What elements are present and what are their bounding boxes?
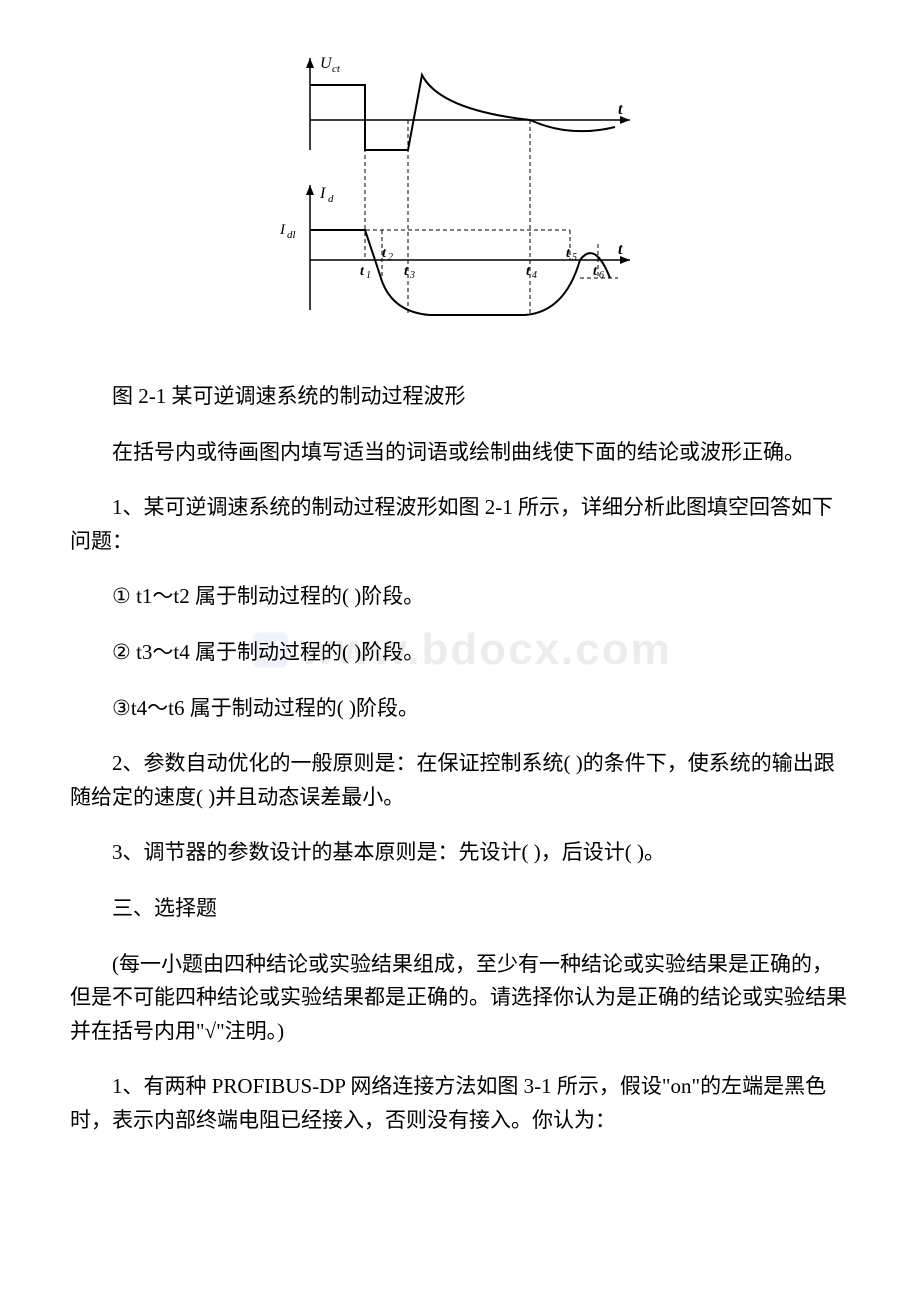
question-1-intro: 1、某可逆调速系统的制动过程波形如图 2-1 所示，详细分析此图填空回答如下问题… [70,491,850,558]
question-3: 3、调节器的参数设计的基本原则是：先设计( )，后设计( )。 [70,836,850,870]
svg-text:dl: dl [287,229,296,241]
svg-text:ct: ct [332,63,341,75]
svg-text:t: t [593,264,598,279]
svg-text:t: t [360,264,365,279]
svg-text:d: d [328,193,334,205]
svg-text:t: t [618,101,623,118]
intro-paragraph: 在括号内或待画图内填写适当的词语或绘制曲线使下面的结论或波形正确。 [70,436,850,470]
svg-text:t: t [382,246,387,261]
section-3-question-1: 1、有两种 PROFIBUS-DP 网络连接方法如图 3-1 所示，假设"on"… [70,1070,850,1137]
svg-text:I: I [319,185,326,202]
svg-text:6: 6 [599,270,604,281]
svg-text:1: 1 [366,270,371,281]
figure-caption: 图 2-1 某可逆调速系统的制动过程波形 [70,380,850,414]
section-3-heading: 三、选择题 [70,892,850,926]
svg-text:5: 5 [572,252,577,263]
question-2: 2、参数自动优化的一般原则是：在保证控制系统( )的条件下，使系统的输出跟随给定… [70,747,850,814]
braking-waveform-diagram: U ct t I d I dl t t 1 [270,50,650,360]
question-1-3: ③t4～t6 属于制动过程的( )阶段。 [70,692,850,726]
section-3-instructions: (每一小题由四种结论或实验结果组成，至少有一种结论或实验结果是正确的，但是不可能… [70,948,850,1049]
svg-text:I: I [279,222,286,238]
svg-text:2: 2 [388,252,393,263]
diagram-container: U ct t I d I dl t t 1 [70,50,850,360]
svg-text:3: 3 [409,270,415,281]
svg-text:t: t [618,241,623,258]
question-1-2: ② t3～t4 属于制动过程的( )阶段。 [70,636,850,670]
question-1-1: ① t1～t2 属于制动过程的( )阶段。 [70,580,850,614]
svg-text:4: 4 [532,270,537,281]
